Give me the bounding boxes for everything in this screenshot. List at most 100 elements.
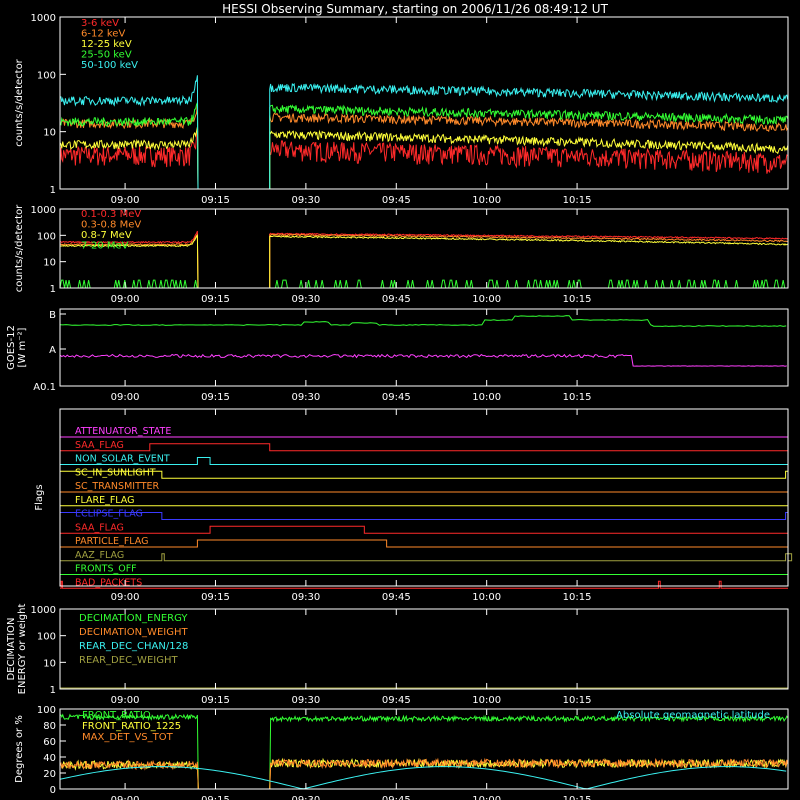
- series-7-20-MeV: [59, 279, 788, 289]
- flag-label: SAA_FLAG: [75, 440, 124, 451]
- decimation-ytick-label: 1000: [31, 605, 56, 616]
- legend-item: 50-100 keV: [81, 60, 138, 71]
- legend-item: DECIMATION_WEIGHT: [79, 627, 188, 638]
- lo-energy-ytick-label: 1: [50, 185, 56, 196]
- ratios-ytick-label: 100: [37, 705, 56, 716]
- panel-ratios: 09:00 09:15 09:30 09:45 10:00 10:15 0 20 40 60 80 1…: [14, 705, 789, 800]
- series-0.3-0.8-MeV: [59, 233, 788, 289]
- legend-item: REAR_DEC_CHAN/128: [79, 641, 188, 652]
- series-25-50-keV: [59, 102, 789, 190]
- flags-xtick-label: 09:30: [291, 592, 320, 603]
- goes-xtick-label: 10:15: [563, 392, 592, 403]
- decimation-xtick-label: 09:30: [291, 695, 320, 706]
- series-max_det_vs_tot: [59, 757, 789, 790]
- hi-energy-xtick-label: 09:30: [291, 294, 320, 305]
- flag-label: PARTICLE_FLAG: [75, 536, 148, 547]
- legend-item: DECIMATION_ENERGY: [79, 613, 188, 624]
- ratios-xtick-label: 09:15: [201, 795, 230, 800]
- panel-lo-energy: 09:00 09:15 09:30 09:45 10:00 10:15 1 10 100 1000…: [14, 13, 789, 206]
- series-6-12-keV: [59, 105, 789, 190]
- decimation-xtick-label: 09:45: [382, 695, 411, 706]
- goes-ylabel: GOES-12: [6, 325, 17, 370]
- series-12-25-keV: [59, 127, 789, 190]
- flags-xtick-label: 10:00: [472, 592, 501, 603]
- series-goes-long: [59, 315, 787, 327]
- flag-line-bad_packets: [60, 580, 788, 589]
- flag-line-aaz_flag: [60, 553, 793, 562]
- hi-energy-xtick-label: 09:45: [382, 294, 411, 305]
- panel-hi-energy: 09:00 09:15 09:30 09:45 10:00 10:15 1 10 100 1000…: [14, 204, 789, 305]
- flag-label: SC_TRANSMITTER: [75, 481, 160, 492]
- flags-xtick-label: 09:00: [111, 592, 140, 603]
- lo-energy-xtick-label: 10:15: [563, 195, 592, 206]
- panel-flags: ATTENUATOR_STATE SAA_FLAG NON_SOLAR_EVENT S…: [34, 408, 793, 603]
- hi-energy-frame: [59, 208, 789, 289]
- series-front_ratio: [59, 713, 789, 790]
- flags-xtick-label: 10:15: [563, 592, 592, 603]
- ratios-xtick-label: 09:00: [111, 795, 140, 800]
- goes-xtick-label: 09:00: [111, 392, 140, 403]
- hi-energy-ytick-label: 100: [37, 231, 56, 242]
- series-goes-short: [59, 353, 787, 367]
- legend-item: FRONT_RATIO_1225: [82, 721, 181, 732]
- legend-item: 0.3-0.8 MeV: [81, 220, 141, 231]
- hi-energy-xtick-label: 09:15: [201, 294, 230, 305]
- flag-line-saa_flag: [60, 525, 788, 534]
- ratios-frame: [59, 708, 789, 790]
- lo-energy-ytick-label: 10: [43, 128, 56, 139]
- goes-xtick-label: 10:00: [472, 392, 501, 403]
- lo-energy-ytick-label: 100: [37, 70, 56, 81]
- goes-ytick-label: A: [49, 345, 56, 356]
- lo-energy-ytick-label: 1000: [31, 13, 56, 24]
- decimation-ytick-label: 10: [43, 658, 56, 669]
- hi-energy-ytick-label: 10: [43, 258, 56, 269]
- flag-label: SAA_FLAG: [75, 522, 124, 533]
- flag-label: ATTENUATOR_STATE: [75, 426, 171, 437]
- decimation-ylabel: DECIMATION: [6, 617, 17, 680]
- decimation-xtick-label: 10:00: [472, 695, 501, 706]
- lo-energy-xtick-label: 09:30: [291, 195, 320, 206]
- ratios-ytick-label: 40: [43, 753, 56, 764]
- series-50-100-keV: [59, 75, 789, 190]
- panels: 09:00 09:15 09:30 09:45 10:00 10:151101001000…: [6, 13, 793, 800]
- lo-energy-frame: [59, 16, 789, 190]
- flag-label: BAD_PACKETS: [75, 577, 142, 588]
- goes-xtick-label: 09:45: [382, 392, 411, 403]
- decimation-ytick-label: 100: [37, 632, 56, 643]
- lo-energy-xtick-label: 09:15: [201, 195, 230, 206]
- flag-label: SC_IN_SUNLIGHT: [75, 467, 156, 478]
- legend-item: 0.1-0.3 MeV: [81, 209, 141, 220]
- flag-label: ECLIPSE_FLAG: [75, 509, 143, 520]
- flags-ylabel: Flags: [34, 484, 45, 510]
- decimation-xtick-label: 09:15: [201, 695, 230, 706]
- goes-ylabel-units: [W m⁻²]: [17, 327, 28, 367]
- ratios-xtick-label: 10:15: [563, 795, 592, 800]
- legend-item: 7-20 MeV: [81, 241, 129, 252]
- flags-frame: [59, 408, 789, 587]
- ratios-annotation: Absolute geomagnetic latitude: [616, 710, 770, 721]
- hi-energy-ytick-label: 1000: [31, 205, 56, 216]
- decimation-ylabel-2: ENERGY or weight: [17, 604, 28, 695]
- decimation-ytick-label: 1: [50, 685, 56, 696]
- goes-xtick-label: 09:15: [201, 392, 230, 403]
- flag-line-particle_flag: [60, 539, 788, 548]
- legend-item: 25-50 keV: [81, 50, 132, 61]
- flag-line-saa_flag: [60, 443, 788, 452]
- lo-energy-xtick-label: 09:00: [111, 195, 140, 206]
- flags-xtick-label: 09:45: [382, 592, 411, 603]
- series-geomagnetic-latitude: [59, 766, 787, 790]
- hi-energy-xtick-label: 10:15: [563, 294, 592, 305]
- ratios-ytick-label: 80: [43, 721, 56, 732]
- plot-title: HESSI Observing Summary, starting on 200…: [222, 2, 608, 16]
- flag-label: FLARE_FLAG: [75, 495, 135, 506]
- ratios-ytick-label: 0: [50, 785, 56, 796]
- flag-line-eclipse_flag: [59, 512, 789, 520]
- legend-item: MAX_DET_VS_TOT: [82, 732, 174, 743]
- legend-item: 6-12 keV: [81, 29, 125, 40]
- goes-xtick-label: 09:30: [291, 392, 320, 403]
- ratios-xtick-label: 09:45: [382, 795, 411, 800]
- decimation-xtick-label: 10:15: [563, 695, 592, 706]
- flag-label: NON_SOLAR_EVENT: [75, 454, 170, 465]
- flag-label: FRONTS_OFF: [75, 564, 137, 575]
- legend-item: 0.8-7 MeV: [81, 230, 132, 241]
